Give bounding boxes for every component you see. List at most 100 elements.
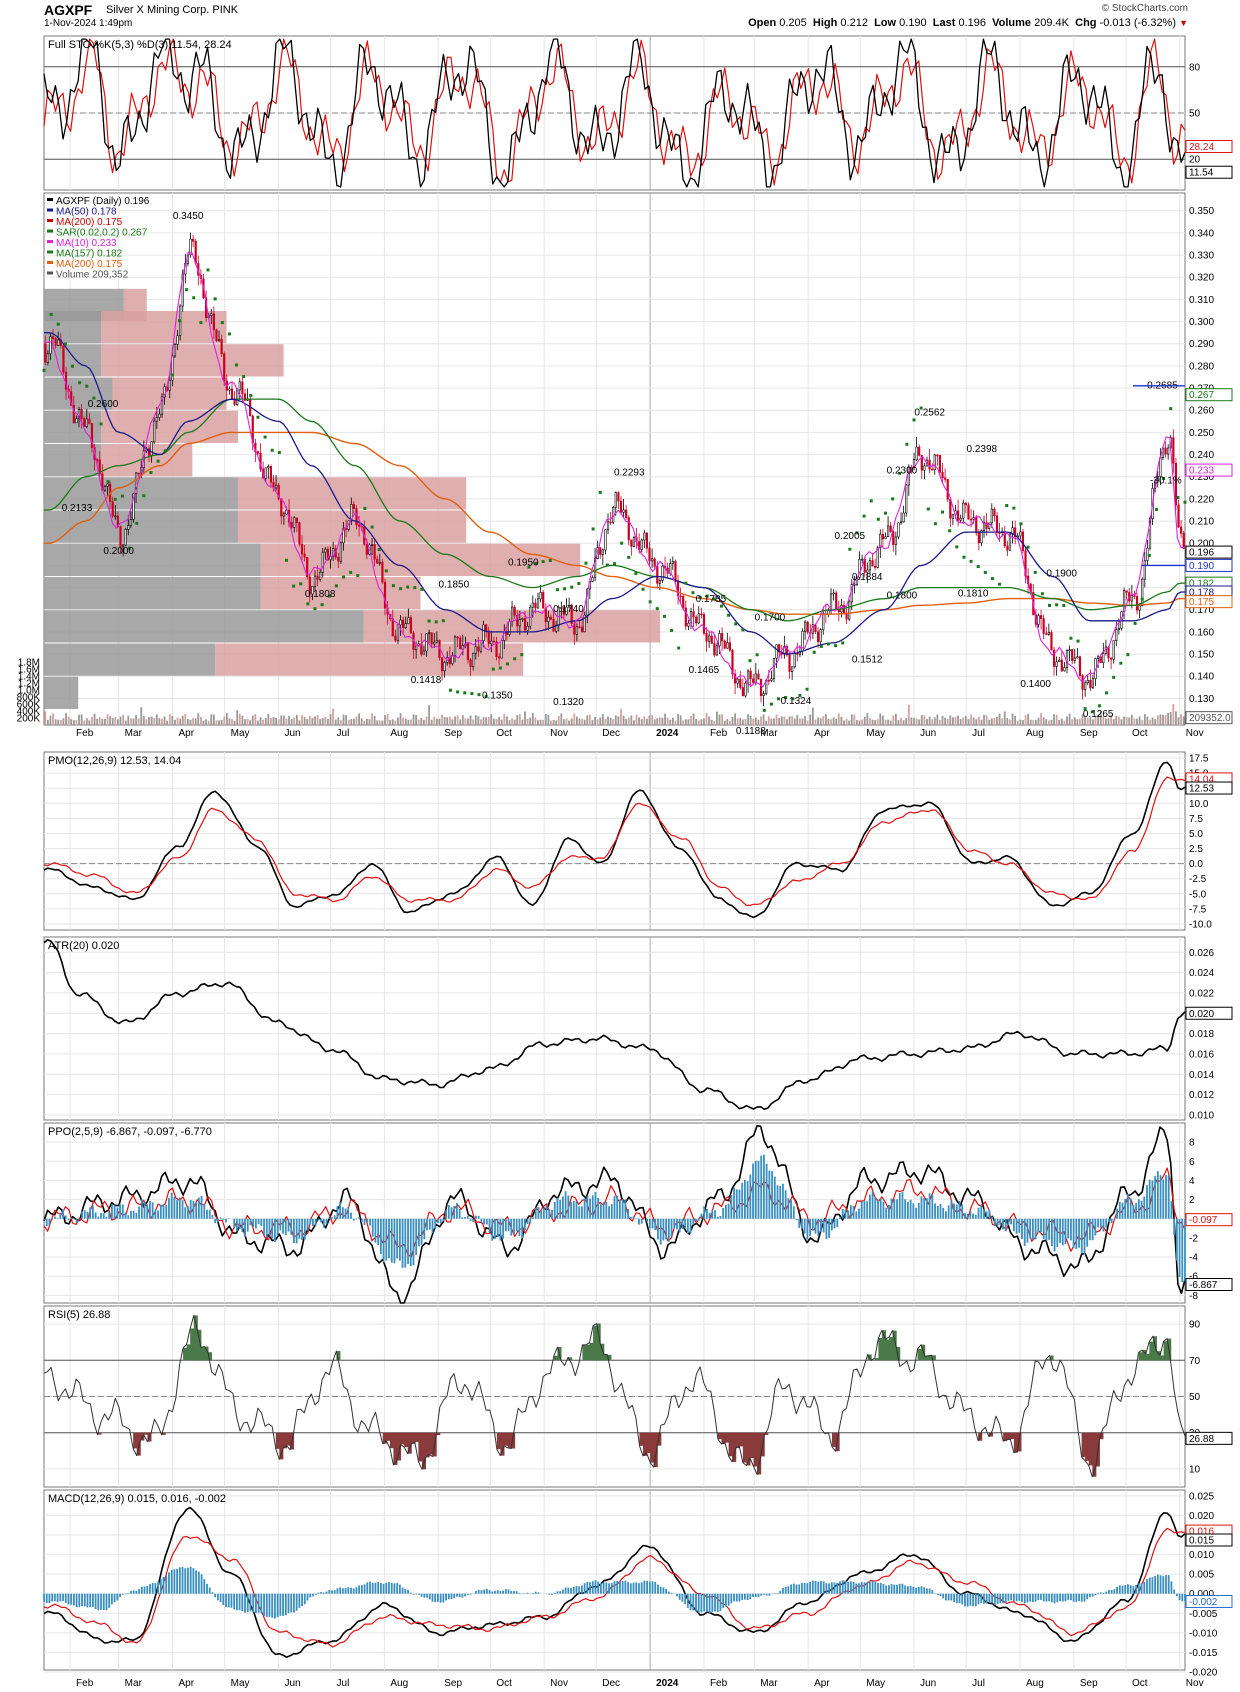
macd-histogram-bar bbox=[475, 1590, 477, 1594]
sar-dot bbox=[456, 690, 460, 694]
volume-bar bbox=[402, 717, 405, 725]
sar-dot bbox=[876, 517, 880, 521]
candle-body bbox=[606, 521, 610, 531]
macd-histogram-bar bbox=[741, 1593, 744, 1601]
volume-bar bbox=[627, 717, 630, 725]
candle-body bbox=[324, 548, 327, 553]
ppo-histogram-bar bbox=[170, 1192, 173, 1219]
ppo-histogram-bar bbox=[113, 1204, 116, 1219]
candle-body bbox=[119, 526, 122, 547]
macd-histogram-bar bbox=[320, 1592, 322, 1594]
ppo-histogram-bar bbox=[640, 1218, 643, 1224]
macd-histogram-bar bbox=[833, 1582, 836, 1594]
volume-bar bbox=[915, 718, 918, 725]
volume-bar bbox=[516, 715, 519, 725]
volume-bar bbox=[1107, 718, 1110, 725]
ppo-histogram-bar bbox=[1056, 1218, 1059, 1247]
candle-body bbox=[459, 637, 462, 650]
pmo-pmo-line bbox=[43, 761, 1186, 919]
candle-body bbox=[762, 693, 765, 696]
ppo-histogram-bar bbox=[322, 1218, 325, 1228]
ppo-histogram-bar bbox=[154, 1209, 157, 1219]
ppo-histogram-bar bbox=[624, 1199, 627, 1219]
candle-body bbox=[194, 240, 197, 264]
sar-dot bbox=[705, 594, 709, 598]
macd-histogram-bar bbox=[317, 1592, 320, 1594]
macd-histogram-bar bbox=[328, 1590, 331, 1594]
sar-dot bbox=[905, 442, 909, 446]
chg-value: -0.013 (-6.32%) bbox=[1099, 17, 1177, 29]
x-axis-label: Jun bbox=[284, 728, 300, 739]
ppo-histogram-bar bbox=[336, 1206, 339, 1219]
sar-dot bbox=[1069, 636, 1073, 640]
sar-dot bbox=[413, 586, 417, 590]
candle-body bbox=[829, 593, 833, 611]
ppo-histogram-bar bbox=[988, 1210, 991, 1219]
volume-bar bbox=[555, 720, 558, 725]
ticker-symbol[interactable]: AGXPF bbox=[44, 2, 93, 18]
sar-dot bbox=[63, 342, 67, 346]
volume-bar bbox=[524, 711, 526, 725]
macd-histogram-bar bbox=[1143, 1581, 1146, 1594]
volume-label: Volume bbox=[992, 17, 1032, 29]
macd-histogram-bar bbox=[1010, 1593, 1013, 1601]
macd-histogram-bar bbox=[1165, 1575, 1167, 1594]
candle-body bbox=[778, 644, 781, 653]
volume-bar bbox=[594, 716, 596, 725]
candle-body bbox=[326, 548, 330, 561]
ppo-histogram-bar bbox=[434, 1218, 437, 1229]
macd-histogram-bar bbox=[358, 1585, 361, 1594]
macd-histogram-bar bbox=[996, 1593, 999, 1605]
candle-body bbox=[479, 640, 483, 652]
candle-body bbox=[134, 472, 138, 494]
volume-bar bbox=[407, 719, 410, 725]
ppo-histogram-bar bbox=[369, 1218, 371, 1226]
volume-last-label: 209352.0 bbox=[1189, 713, 1231, 724]
x-axis-label: Oct bbox=[496, 728, 512, 739]
sar-dot bbox=[648, 600, 652, 604]
ppo-histogram-bar bbox=[1023, 1218, 1026, 1246]
candle-body bbox=[874, 565, 877, 568]
x-axis-label: Sep bbox=[444, 728, 462, 739]
candle-body bbox=[653, 558, 656, 567]
candle-body bbox=[357, 524, 361, 527]
macd-histogram-bar bbox=[572, 1586, 575, 1594]
volume-bar bbox=[57, 719, 60, 725]
sar-dot bbox=[841, 641, 845, 645]
sar-dot bbox=[826, 642, 830, 646]
pmo-panel-tick-label: 2.5 bbox=[1189, 844, 1203, 855]
macd-histogram-bar bbox=[651, 1581, 654, 1594]
volume-bar bbox=[423, 719, 425, 725]
candle-body bbox=[158, 413, 161, 418]
atr-last-box bbox=[1185, 1006, 1233, 1020]
candle-body bbox=[1125, 590, 1128, 593]
sar-dot bbox=[1112, 675, 1116, 679]
volume-bar bbox=[1175, 711, 1177, 725]
sar-dot bbox=[598, 491, 602, 495]
rsi-overbought-fill bbox=[585, 1344, 591, 1361]
ppo-histogram-bar bbox=[523, 1218, 526, 1231]
price-annotation: 0.1740 bbox=[553, 604, 584, 615]
rsi-overbought-fill bbox=[881, 1330, 886, 1361]
sar-dot bbox=[812, 650, 816, 654]
sto-panel-tick-label: 50 bbox=[1189, 109, 1201, 120]
ppo-histogram-bar bbox=[898, 1193, 901, 1219]
sar-dot bbox=[277, 451, 281, 455]
macd-histogram-bar bbox=[534, 1591, 537, 1594]
macd-histogram-bar bbox=[1061, 1593, 1064, 1602]
candle-body bbox=[622, 509, 625, 513]
volume-bar bbox=[1060, 718, 1063, 725]
volume-bar bbox=[117, 719, 119, 725]
pmo-legend: PMO(12,26,9) 12.53, 14.04 bbox=[48, 755, 181, 767]
price-last-label: 0.233 bbox=[1189, 466, 1214, 477]
chart-header: AGXPF Silver X Mining Corp. PINK 1-Nov-2… bbox=[0, 0, 1240, 34]
sar-dot bbox=[848, 547, 852, 551]
macd-histogram-bar bbox=[456, 1593, 458, 1597]
price-last-label: 0.175 bbox=[1189, 597, 1214, 608]
volume-bar bbox=[83, 720, 86, 725]
price-panel-tick-label: 0.290 bbox=[1189, 339, 1214, 350]
ppo-histogram-bar bbox=[339, 1202, 342, 1219]
sar-dot bbox=[1090, 710, 1094, 714]
ppo-histogram-bar bbox=[173, 1196, 176, 1219]
rsi-oversold-fill bbox=[643, 1432, 648, 1456]
